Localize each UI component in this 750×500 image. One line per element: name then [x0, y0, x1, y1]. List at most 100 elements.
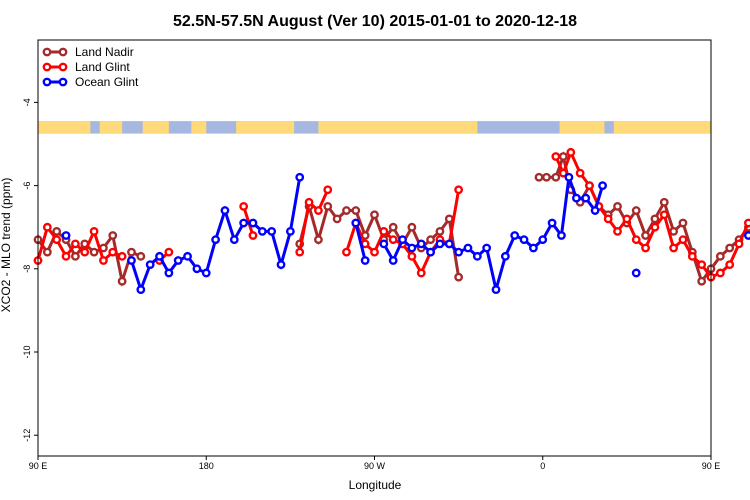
data-point — [360, 256, 370, 265]
data-point — [99, 256, 108, 265]
data-point — [379, 226, 389, 236]
series-line — [242, 205, 255, 236]
series-line — [354, 222, 367, 261]
data-point — [211, 235, 220, 245]
y-tick-label-3: -10 — [22, 345, 32, 358]
data-point — [304, 197, 314, 207]
data-point — [725, 243, 735, 253]
data-point — [613, 201, 622, 211]
data-point — [276, 260, 286, 270]
data-point — [323, 201, 333, 211]
data-point — [323, 185, 333, 195]
data-point — [295, 247, 305, 257]
data-point — [454, 272, 464, 282]
data-point — [650, 214, 660, 224]
data-point — [622, 214, 632, 224]
data-point — [370, 247, 379, 257]
y-tick-label-1: -6 — [22, 182, 32, 190]
data-point — [454, 247, 464, 257]
data-point — [510, 231, 520, 240]
strip-land-5 — [318, 121, 478, 134]
data-point — [659, 197, 669, 207]
data-point — [697, 276, 707, 286]
data-point — [89, 247, 99, 257]
strip-land-3 — [191, 121, 207, 134]
data-point — [388, 256, 398, 265]
data-point — [145, 260, 155, 270]
data-point — [173, 256, 183, 265]
data-point — [89, 226, 99, 236]
data-point — [581, 193, 591, 203]
data-point — [407, 222, 417, 232]
data-point — [426, 247, 435, 257]
data-point — [598, 181, 607, 191]
data-point — [108, 247, 118, 257]
data-point — [435, 239, 445, 249]
data-point — [631, 235, 641, 245]
data-point — [342, 206, 351, 215]
data-point — [463, 243, 473, 253]
legend-label: Land Nadir — [75, 45, 134, 59]
data-point — [444, 239, 454, 249]
data-point — [164, 268, 174, 278]
series-line — [382, 176, 605, 291]
data-point — [650, 222, 660, 232]
land-sea-strip — [38, 121, 711, 134]
y-tick-label-4: -12 — [22, 429, 32, 442]
x-tick-label-3: 0 — [540, 461, 545, 471]
data-point — [566, 147, 576, 157]
x-tick-label-2: 90 W — [364, 461, 386, 471]
data-point — [70, 239, 80, 249]
data-point — [678, 235, 688, 245]
data-point — [482, 243, 492, 253]
series-line — [36, 223, 123, 264]
data-point — [351, 206, 361, 215]
data-point — [229, 235, 239, 245]
plot-frame — [37, 39, 712, 457]
data-point — [678, 218, 688, 228]
data-point — [669, 243, 679, 253]
data-point — [575, 168, 585, 178]
data-point — [491, 285, 501, 294]
series-ocean-glint — [61, 172, 750, 295]
data-point — [558, 168, 568, 178]
data-point — [590, 206, 600, 215]
data-point — [61, 231, 71, 240]
data-point — [687, 251, 697, 261]
x-tick-label-1: 180 — [199, 461, 214, 471]
y-tick-label-0: -4 — [22, 98, 32, 106]
data-point — [248, 218, 258, 228]
x-axis-label: Longitude — [349, 478, 402, 492]
data-point — [342, 247, 351, 257]
data-point — [295, 172, 305, 182]
data-point — [127, 256, 136, 265]
data-point — [551, 172, 561, 182]
data-point — [715, 251, 725, 261]
y-tick-label-2: -8 — [22, 265, 32, 273]
data-point — [52, 226, 62, 236]
axes: 90 E 180 90 W 0 90 E -4 -6 -8 -10 -12 — [22, 98, 720, 471]
data-point — [136, 251, 146, 261]
data-point — [52, 235, 62, 245]
data-point — [388, 222, 398, 232]
data-point — [164, 247, 174, 257]
data-point — [631, 268, 641, 278]
data-point — [444, 214, 454, 224]
data-point — [557, 231, 566, 240]
data-point — [519, 235, 529, 245]
legend-marker — [58, 47, 68, 57]
data-point — [285, 226, 295, 236]
data-point — [257, 226, 267, 236]
data-point — [398, 235, 407, 245]
data-point — [659, 210, 669, 220]
data-point — [641, 243, 650, 253]
data-point — [529, 243, 538, 253]
data-point — [547, 218, 557, 228]
data-point — [603, 214, 613, 224]
data-point — [127, 247, 136, 257]
series-line — [298, 189, 330, 253]
data-point — [379, 239, 389, 249]
data-point — [697, 260, 707, 270]
data-point — [534, 172, 544, 182]
data-point — [332, 214, 342, 224]
